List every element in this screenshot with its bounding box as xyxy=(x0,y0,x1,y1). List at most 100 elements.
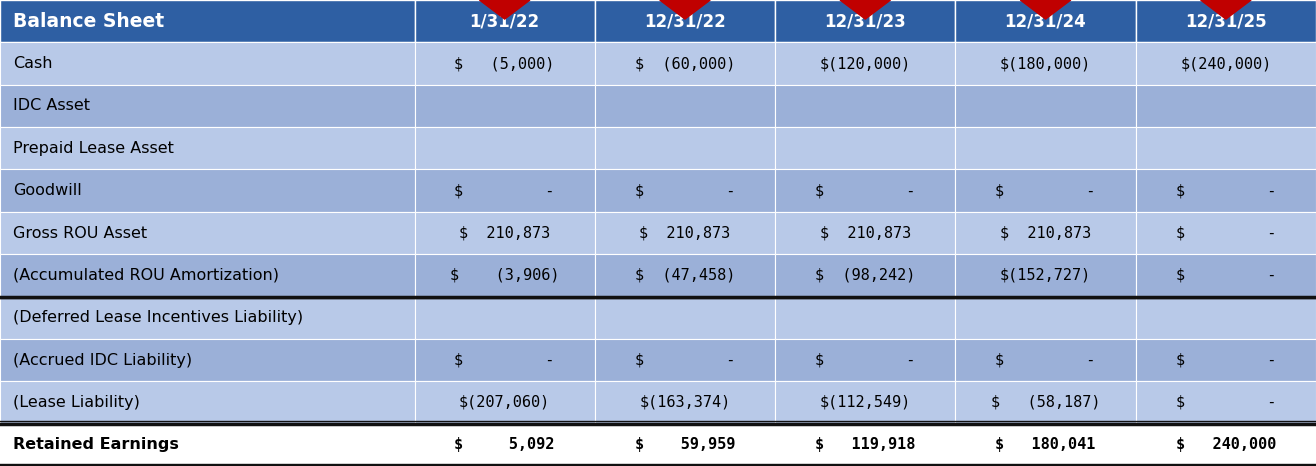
Text: Cash: Cash xyxy=(13,56,53,71)
FancyBboxPatch shape xyxy=(955,296,1136,339)
Text: 12/31/24: 12/31/24 xyxy=(1004,12,1087,30)
FancyBboxPatch shape xyxy=(775,254,955,296)
FancyBboxPatch shape xyxy=(1136,254,1316,296)
FancyBboxPatch shape xyxy=(955,381,1136,424)
FancyBboxPatch shape xyxy=(1136,212,1316,254)
FancyBboxPatch shape xyxy=(1136,170,1316,212)
FancyBboxPatch shape xyxy=(595,85,775,127)
Polygon shape xyxy=(1020,0,1071,19)
FancyBboxPatch shape xyxy=(595,381,775,424)
Text: $  (60,000): $ (60,000) xyxy=(634,56,736,71)
Text: $         -: $ - xyxy=(454,183,555,198)
Text: $   180,041: $ 180,041 xyxy=(995,437,1096,452)
FancyBboxPatch shape xyxy=(775,170,955,212)
Text: $    59,959: $ 59,959 xyxy=(634,437,736,452)
Text: Goodwill: Goodwill xyxy=(13,183,82,198)
FancyBboxPatch shape xyxy=(775,212,955,254)
FancyBboxPatch shape xyxy=(0,254,415,296)
FancyBboxPatch shape xyxy=(0,85,415,127)
Text: $  (47,458): $ (47,458) xyxy=(634,268,736,283)
FancyBboxPatch shape xyxy=(955,42,1136,85)
FancyBboxPatch shape xyxy=(775,381,955,424)
Text: 12/31/25: 12/31/25 xyxy=(1184,12,1267,30)
Text: Balance Sheet: Balance Sheet xyxy=(13,12,164,31)
Text: 12/31/22: 12/31/22 xyxy=(644,12,726,30)
Text: $(180,000): $(180,000) xyxy=(1000,56,1091,71)
FancyBboxPatch shape xyxy=(955,170,1136,212)
Polygon shape xyxy=(1200,0,1252,19)
FancyBboxPatch shape xyxy=(595,424,775,466)
FancyBboxPatch shape xyxy=(415,170,595,212)
Polygon shape xyxy=(659,0,711,19)
FancyBboxPatch shape xyxy=(415,212,595,254)
FancyBboxPatch shape xyxy=(955,424,1136,466)
FancyBboxPatch shape xyxy=(775,339,955,381)
Text: $         -: $ - xyxy=(815,183,916,198)
Text: 12/31/23: 12/31/23 xyxy=(824,12,907,30)
FancyBboxPatch shape xyxy=(955,127,1136,170)
FancyBboxPatch shape xyxy=(1136,381,1316,424)
Text: $  210,873: $ 210,873 xyxy=(459,226,550,240)
Text: $   (5,000): $ (5,000) xyxy=(454,56,555,71)
Text: $         -: $ - xyxy=(454,353,555,368)
FancyBboxPatch shape xyxy=(415,424,595,466)
FancyBboxPatch shape xyxy=(415,296,595,339)
Text: $     5,092: $ 5,092 xyxy=(454,437,555,452)
FancyBboxPatch shape xyxy=(415,85,595,127)
Text: Retained Earnings: Retained Earnings xyxy=(13,437,179,452)
FancyBboxPatch shape xyxy=(955,212,1136,254)
FancyBboxPatch shape xyxy=(775,0,955,42)
FancyBboxPatch shape xyxy=(595,42,775,85)
Text: $         -: $ - xyxy=(1175,395,1277,410)
Text: $         -: $ - xyxy=(634,183,736,198)
Text: $  210,873: $ 210,873 xyxy=(820,226,911,240)
FancyBboxPatch shape xyxy=(415,381,595,424)
Text: $  210,873: $ 210,873 xyxy=(640,226,730,240)
Text: $(152,727): $(152,727) xyxy=(1000,268,1091,283)
Text: $         -: $ - xyxy=(815,353,916,368)
FancyBboxPatch shape xyxy=(595,296,775,339)
FancyBboxPatch shape xyxy=(415,0,595,42)
Text: $  (98,242): $ (98,242) xyxy=(815,268,916,283)
Text: $         -: $ - xyxy=(995,183,1096,198)
FancyBboxPatch shape xyxy=(1136,127,1316,170)
FancyBboxPatch shape xyxy=(0,381,415,424)
FancyBboxPatch shape xyxy=(0,212,415,254)
FancyBboxPatch shape xyxy=(1136,42,1316,85)
Text: $         -: $ - xyxy=(634,353,736,368)
Text: (Lease Liability): (Lease Liability) xyxy=(13,395,139,410)
FancyBboxPatch shape xyxy=(1136,0,1316,42)
FancyBboxPatch shape xyxy=(595,339,775,381)
Text: Gross ROU Asset: Gross ROU Asset xyxy=(13,226,147,240)
FancyBboxPatch shape xyxy=(0,296,415,339)
Text: $(112,549): $(112,549) xyxy=(820,395,911,410)
FancyBboxPatch shape xyxy=(415,42,595,85)
FancyBboxPatch shape xyxy=(595,254,775,296)
Text: $   119,918: $ 119,918 xyxy=(815,437,916,452)
Text: IDC Asset: IDC Asset xyxy=(13,98,91,113)
Text: $   (58,187): $ (58,187) xyxy=(991,395,1100,410)
Text: $   240,000: $ 240,000 xyxy=(1175,437,1277,452)
Text: (Deferred Lease Incentives Liability): (Deferred Lease Incentives Liability) xyxy=(13,310,303,325)
Text: Prepaid Lease Asset: Prepaid Lease Asset xyxy=(13,141,174,156)
Text: (Accumulated ROU Amortization): (Accumulated ROU Amortization) xyxy=(13,268,279,283)
FancyBboxPatch shape xyxy=(415,339,595,381)
Text: $         -: $ - xyxy=(1175,268,1277,283)
FancyBboxPatch shape xyxy=(595,127,775,170)
Text: $         -: $ - xyxy=(1175,353,1277,368)
FancyBboxPatch shape xyxy=(415,127,595,170)
FancyBboxPatch shape xyxy=(955,339,1136,381)
FancyBboxPatch shape xyxy=(775,85,955,127)
Text: $         -: $ - xyxy=(1175,226,1277,240)
FancyBboxPatch shape xyxy=(0,42,415,85)
Text: $  210,873: $ 210,873 xyxy=(1000,226,1091,240)
Text: $(163,374): $(163,374) xyxy=(640,395,730,410)
FancyBboxPatch shape xyxy=(595,170,775,212)
FancyBboxPatch shape xyxy=(955,85,1136,127)
Polygon shape xyxy=(840,0,891,19)
Text: $         -: $ - xyxy=(1175,183,1277,198)
Text: $(207,060): $(207,060) xyxy=(459,395,550,410)
FancyBboxPatch shape xyxy=(0,0,415,42)
FancyBboxPatch shape xyxy=(595,212,775,254)
FancyBboxPatch shape xyxy=(0,339,415,381)
